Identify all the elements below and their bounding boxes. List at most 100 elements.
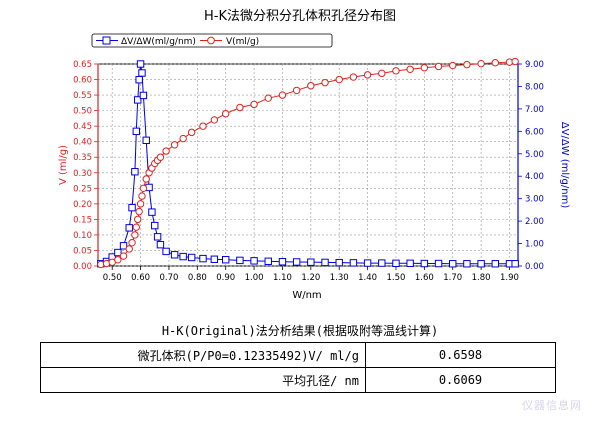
data-point-dvdw xyxy=(114,248,122,257)
plot-area: 0.50 0.60 0.70 0.80 0.90 1.00 1.10 1.20 1.30 1.40… xyxy=(73,57,544,283)
x-tick-label: 1.40 xyxy=(358,273,377,283)
data-point-dvdw xyxy=(170,251,179,259)
y-left-tick-label: 0.35 xyxy=(73,153,92,163)
data-point-v xyxy=(278,91,287,99)
data-point-v xyxy=(307,82,315,90)
x-tick-label: 1.10 xyxy=(273,273,292,283)
data-point-dvdw xyxy=(128,203,136,212)
x-tick-label: 0.50 xyxy=(103,273,122,283)
y-right-tick-label: 8.00 xyxy=(525,82,544,92)
data-point-dvdw xyxy=(136,60,145,68)
data-point-dvdw xyxy=(179,252,187,261)
data-point-v xyxy=(119,252,128,260)
data-point-dvdw xyxy=(236,256,244,265)
y-left-tick-label: 0.10 xyxy=(73,231,92,241)
data-point-v xyxy=(321,78,329,87)
y-left-tick-label: 0.45 xyxy=(73,122,92,132)
x-tick-label: 1.60 xyxy=(415,273,434,283)
data-point-v xyxy=(449,61,457,70)
data-point-dvdw xyxy=(250,257,258,265)
y-left-tick-label: 0.30 xyxy=(73,169,92,179)
y-left-label: V (ml/g) xyxy=(58,145,69,185)
y-left-tick-label: 0.40 xyxy=(73,138,92,148)
data-point-dvdw xyxy=(378,259,386,267)
data-point-dvdw xyxy=(139,91,148,100)
data-point-dvdw xyxy=(148,208,156,216)
table-row: 平均孔径/ nm 0.6069 xyxy=(40,367,556,393)
y-left-tick-label: 0.05 xyxy=(73,246,92,256)
average-pore-size-label: 平均孔径/ nm xyxy=(40,367,366,393)
data-point-v xyxy=(236,103,244,112)
data-point-dvdw xyxy=(199,254,207,263)
chart-title: H-K法微分积分孔体积孔径分布图 xyxy=(204,9,396,24)
data-point-dvdw xyxy=(420,259,429,268)
legend-marker-dvdw xyxy=(102,36,111,45)
data-point-dvdw xyxy=(292,258,301,266)
data-point-dvdw xyxy=(125,224,133,232)
data-point-dvdw xyxy=(477,260,485,268)
y-left-tick-label: 0.50 xyxy=(73,107,92,117)
results-title: H-K(Original)法分析结果(根据吸附等温线计算) xyxy=(161,324,439,338)
data-point-v xyxy=(128,238,136,247)
x-tick-label: 1.90 xyxy=(500,273,519,283)
legend-label-dvdw: ΔV/ΔW(ml/g/nm) xyxy=(121,37,196,47)
data-point-v xyxy=(335,75,343,84)
data-point-v xyxy=(199,122,207,130)
data-point-v xyxy=(406,65,414,73)
data-point-v xyxy=(156,153,165,161)
data-point-v xyxy=(125,245,133,253)
data-point-dvdw xyxy=(142,136,150,145)
y-right-tick-label: 0.00 xyxy=(525,262,544,272)
data-point-dvdw xyxy=(153,233,162,241)
data-point-dvdw xyxy=(406,259,414,268)
data-point-dvdw xyxy=(335,258,343,267)
data-point-dvdw xyxy=(349,259,358,267)
data-point-dvdw xyxy=(363,259,372,267)
data-point-v xyxy=(222,110,230,118)
data-point-v xyxy=(136,200,145,208)
pore-distribution-chart: H-K法微分积分孔体积孔径分布图 ΔV/ΔW(ml/g/nm) V(ml/g) … xyxy=(58,9,570,301)
x-tick-label: 1.50 xyxy=(387,273,406,283)
x-tick-label: 1.30 xyxy=(330,273,349,283)
data-point-v xyxy=(131,231,139,239)
data-point-v xyxy=(420,64,429,72)
y-left-tick-label: 0.55 xyxy=(73,91,92,101)
data-point-v xyxy=(511,57,519,66)
legend-label-v: V(ml/g) xyxy=(226,37,259,47)
data-point-v xyxy=(170,141,179,149)
x-tick-label: 0.90 xyxy=(216,273,235,283)
data-point-dvdw xyxy=(321,258,329,267)
data-point-dvdw xyxy=(138,69,146,77)
x-tick-label: 1.20 xyxy=(301,273,320,283)
data-point-dvdw xyxy=(135,76,143,84)
table-row: 微孔体积(P/P0=0.12335492)V/ ml/g 0.6598 xyxy=(40,342,556,368)
y-right-tick-label: 2.00 xyxy=(525,217,544,227)
y-right-tick-label: 1.00 xyxy=(525,240,544,250)
data-point-v xyxy=(187,128,196,137)
data-point-v xyxy=(349,73,358,81)
x-tick-label: 0.60 xyxy=(131,273,150,283)
data-point-v xyxy=(114,256,122,264)
y-right-tick-label: 6.00 xyxy=(525,127,544,137)
data-point-v xyxy=(264,94,272,102)
data-point-dvdw xyxy=(134,96,142,104)
data-point-v xyxy=(363,71,372,79)
data-point-v xyxy=(463,60,471,69)
data-point-dvdw xyxy=(463,260,471,268)
y-right-label: ΔV/ΔW (ml/g/nm) xyxy=(559,122,570,209)
data-point-dvdw xyxy=(491,260,499,268)
micropore-volume-value: 0.6598 xyxy=(365,342,556,368)
data-point-dvdw xyxy=(392,259,400,268)
y-right-tick-label: 4.00 xyxy=(525,172,544,182)
y-left-tick-label: 0.15 xyxy=(73,215,92,225)
data-point-v xyxy=(179,134,187,143)
y-left-tick-label: 0.65 xyxy=(73,60,92,70)
data-point-v xyxy=(250,100,258,109)
x-axis-label: W/nm xyxy=(292,290,321,301)
x-tick-label: 0.80 xyxy=(188,273,207,283)
data-point-v xyxy=(392,67,400,75)
data-point-dvdw xyxy=(278,258,287,266)
average-pore-size-value: 0.6069 xyxy=(365,367,556,393)
data-point-v xyxy=(378,69,386,78)
watermark-logo: 仪器信息网 xyxy=(522,399,582,412)
